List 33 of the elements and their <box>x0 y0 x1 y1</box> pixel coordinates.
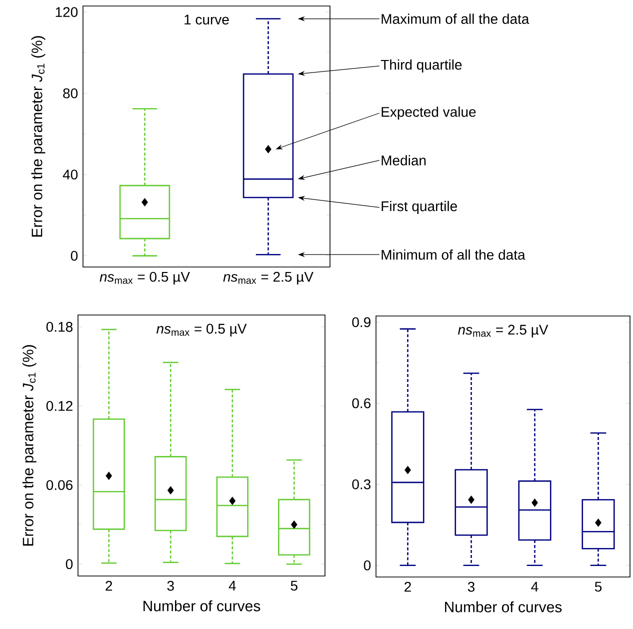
text: First quartile <box>382 200 457 214</box>
text: Maximum of all the data <box>382 14 530 24</box>
text: Third quartile <box>380 59 462 72</box>
text: ns$_{max}$ = 2.5 µV <box>458 324 548 338</box>
x-tick-label: 2 <box>404 582 411 592</box>
y-tick-label: 120 <box>56 7 78 18</box>
y-tick-label: 0.06 <box>46 480 73 490</box>
y-tick-label: 0 <box>364 560 371 570</box>
x-tick-label: 5 <box>290 580 298 591</box>
y-tick-label: 0.9 <box>352 317 370 328</box>
y-axis-title: Error on the parameter J$_{c1}$ (%) <box>22 345 36 546</box>
text: Expected value <box>382 106 476 120</box>
x-tick-label: 3 <box>468 582 475 592</box>
y-tick-label: 0.3 <box>352 479 371 490</box>
x-tick-label: 4 <box>531 582 538 592</box>
x-axis-title: Number of curves <box>445 601 562 612</box>
text: ns$_{max}$ = 0.5 µV <box>156 324 247 336</box>
y-tick-label: 0.6 <box>352 398 371 408</box>
y-tick-label: 0 <box>66 559 73 570</box>
x-tick-label: 4 <box>228 580 236 590</box>
y-tick-label: 0.12 <box>46 400 72 411</box>
y-tick-label: 80 <box>63 88 78 98</box>
y-axis-title: Error on the parameter J$_{c1}$ (%) <box>31 36 46 237</box>
x-axis-title: Number of curves <box>144 600 260 612</box>
x-tick-label: 2 <box>106 580 112 591</box>
text: Minimum of all the data <box>382 249 526 260</box>
text: Median <box>382 155 426 166</box>
x-tick-label: 5 <box>594 582 602 592</box>
y-tick-label: 0.18 <box>46 322 73 332</box>
y-tick-label: 40 <box>62 170 78 180</box>
x-tick-label: 3 <box>167 580 174 591</box>
y-tick-label: 0 <box>70 250 78 261</box>
chart-title: 1 curve <box>184 14 229 25</box>
